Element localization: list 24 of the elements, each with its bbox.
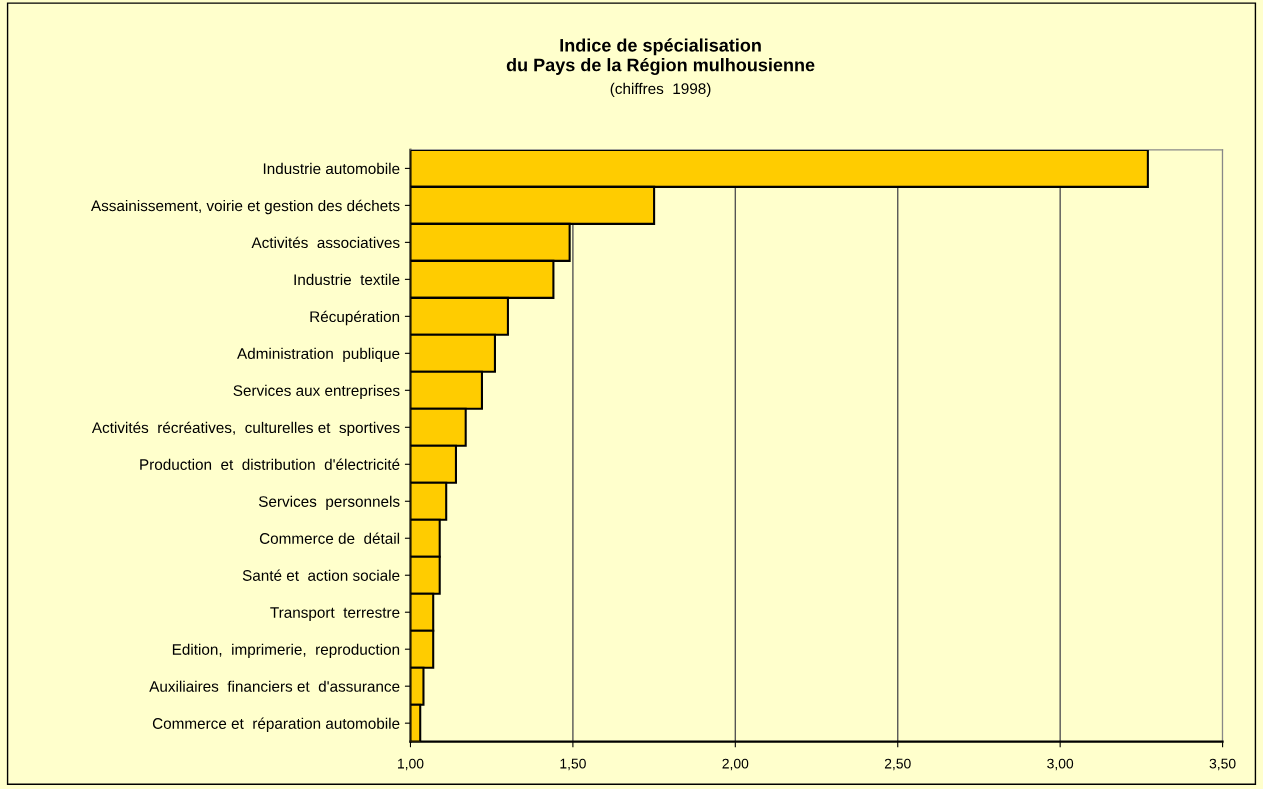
y-tick-label: Industrie automobile [263, 162, 400, 175]
y-tick-label: Administration publique [237, 347, 400, 363]
y-tick-label: Activités récréatives, culturelles et sportives [91, 421, 400, 437]
y-tick-label: Auxiliaires financiers et d'assurance [149, 680, 400, 692]
y-tick-label: Assainissement, voirie et gestion des déchets [90, 199, 400, 215]
chart-subtitle: (chiffres 1998) [610, 82, 711, 98]
x-tick-label: 2,00 [722, 758, 749, 771]
x-tick-label: 3,50 [1209, 758, 1236, 771]
y-tick-label: Production et distribution d'électricité [140, 458, 400, 470]
y-tick-label: Services aux entreprises [233, 384, 400, 400]
x-tick-label: 1,50 [560, 758, 586, 771]
y-tick-label: Commerce de détail [259, 532, 400, 544]
y-tick-label: Services personnels [258, 495, 400, 510]
y-tick-label: Transport terrestre [270, 607, 400, 621]
x-tick-label: 1,00 [398, 758, 424, 771]
y-tick-label: Edition, imprimerie, reproduction [172, 643, 400, 658]
x-tick-label: 3,00 [1047, 758, 1074, 771]
y-tick-label: Commerce et réparation automobile [152, 717, 400, 732]
y-tick-label: Industrie textile [294, 273, 400, 286]
y-tick-label: Récupération [310, 310, 400, 326]
y-tick-label: Santé et action sociale [242, 569, 400, 581]
x-tick-label: 2,50 [884, 758, 911, 771]
chart-title: Indice de spécialisation du Pays de la Région mulhousienne [506, 38, 815, 75]
y-tick-label: Activités associatives [251, 236, 400, 249]
